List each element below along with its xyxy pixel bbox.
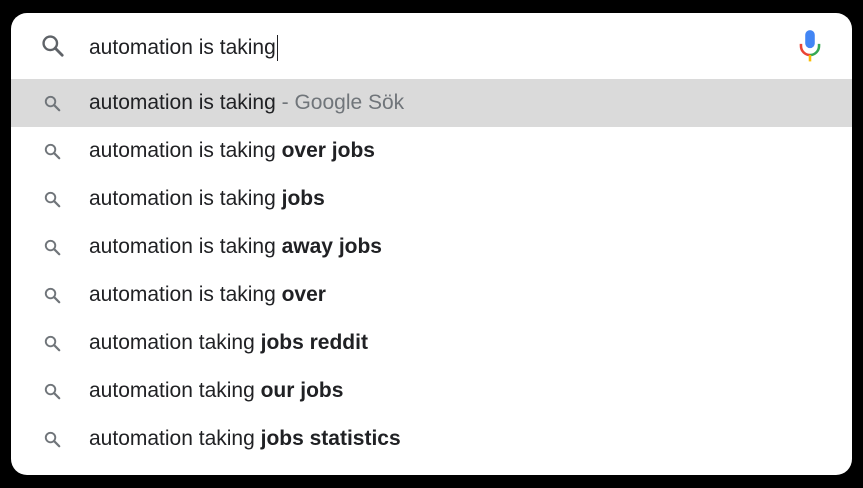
suggestion-text: automation taking our jobs [89, 379, 343, 403]
suggestion-completion-text: over [281, 283, 326, 306]
suggestion-text: automation taking jobs reddit [89, 331, 368, 355]
suggestion-completion-text: over jobs [281, 139, 375, 162]
search-icon [44, 383, 61, 400]
text-caret [276, 35, 279, 61]
suggestion-base-text: automation taking [89, 331, 261, 354]
suggestion-base-text: automation is taking [89, 139, 282, 162]
suggestion-completion-text: jobs statistics [260, 427, 401, 450]
search-icon [44, 431, 61, 448]
suggestion-item[interactable]: automation is taking - Google Sök [11, 79, 852, 127]
suggestion-item[interactable]: automation is taking over jobs [11, 127, 852, 175]
suggestion-text: automation is taking over [89, 283, 326, 307]
suggestion-text: automation is taking over jobs [89, 139, 375, 163]
suggestion-item[interactable]: automation taking jobs statistics [11, 415, 852, 463]
suggestion-text: automation is taking away jobs [89, 235, 382, 259]
suggestion-completion-text: our jobs [260, 379, 344, 402]
search-icon [44, 287, 61, 304]
suggestion-completion-text: away jobs [281, 235, 382, 258]
search-input[interactable]: automation is taking [89, 32, 279, 64]
suggestion-text: automation taking jobs statistics [89, 427, 401, 451]
search-icon [44, 191, 61, 208]
microphone-icon[interactable] [797, 29, 823, 63]
suggestion-item[interactable]: automation is taking away jobs [11, 223, 852, 271]
suggestion-base-text: automation is taking [89, 235, 282, 258]
suggestion-base-text: automation is taking [89, 283, 282, 306]
suggestion-text: automation is taking - Google Sök [89, 91, 404, 115]
suggestion-item[interactable]: automation taking our jobs [11, 367, 852, 415]
suggestion-suffix-text: - Google Sök [275, 91, 405, 114]
suggestion-base-text: automation is taking [89, 187, 282, 210]
suggestion-list: automation is taking - Google Sök automat… [11, 79, 852, 463]
suggestion-item[interactable]: automation is taking jobs [11, 175, 852, 223]
suggestion-base-text: automation taking [89, 379, 261, 402]
search-bar[interactable]: automation is taking [11, 13, 852, 80]
suggestion-text: automation is taking jobs [89, 187, 325, 211]
suggestion-completion-text: jobs reddit [260, 331, 368, 354]
suggestion-base-text: automation taking [89, 427, 261, 450]
search-icon [44, 95, 61, 112]
suggestion-item[interactable]: automation taking jobs reddit [11, 319, 852, 367]
search-icon [44, 239, 61, 256]
search-icon [42, 35, 64, 57]
search-icon [44, 143, 61, 160]
search-icon [44, 335, 61, 352]
suggestion-base-text: automation is taking [89, 91, 276, 114]
search-query-text: automation is taking [89, 36, 276, 59]
suggestion-item[interactable]: automation is taking over [11, 271, 852, 319]
suggestion-completion-text: jobs [281, 187, 325, 210]
search-dropdown: automation is taking automation is takin… [11, 13, 852, 475]
